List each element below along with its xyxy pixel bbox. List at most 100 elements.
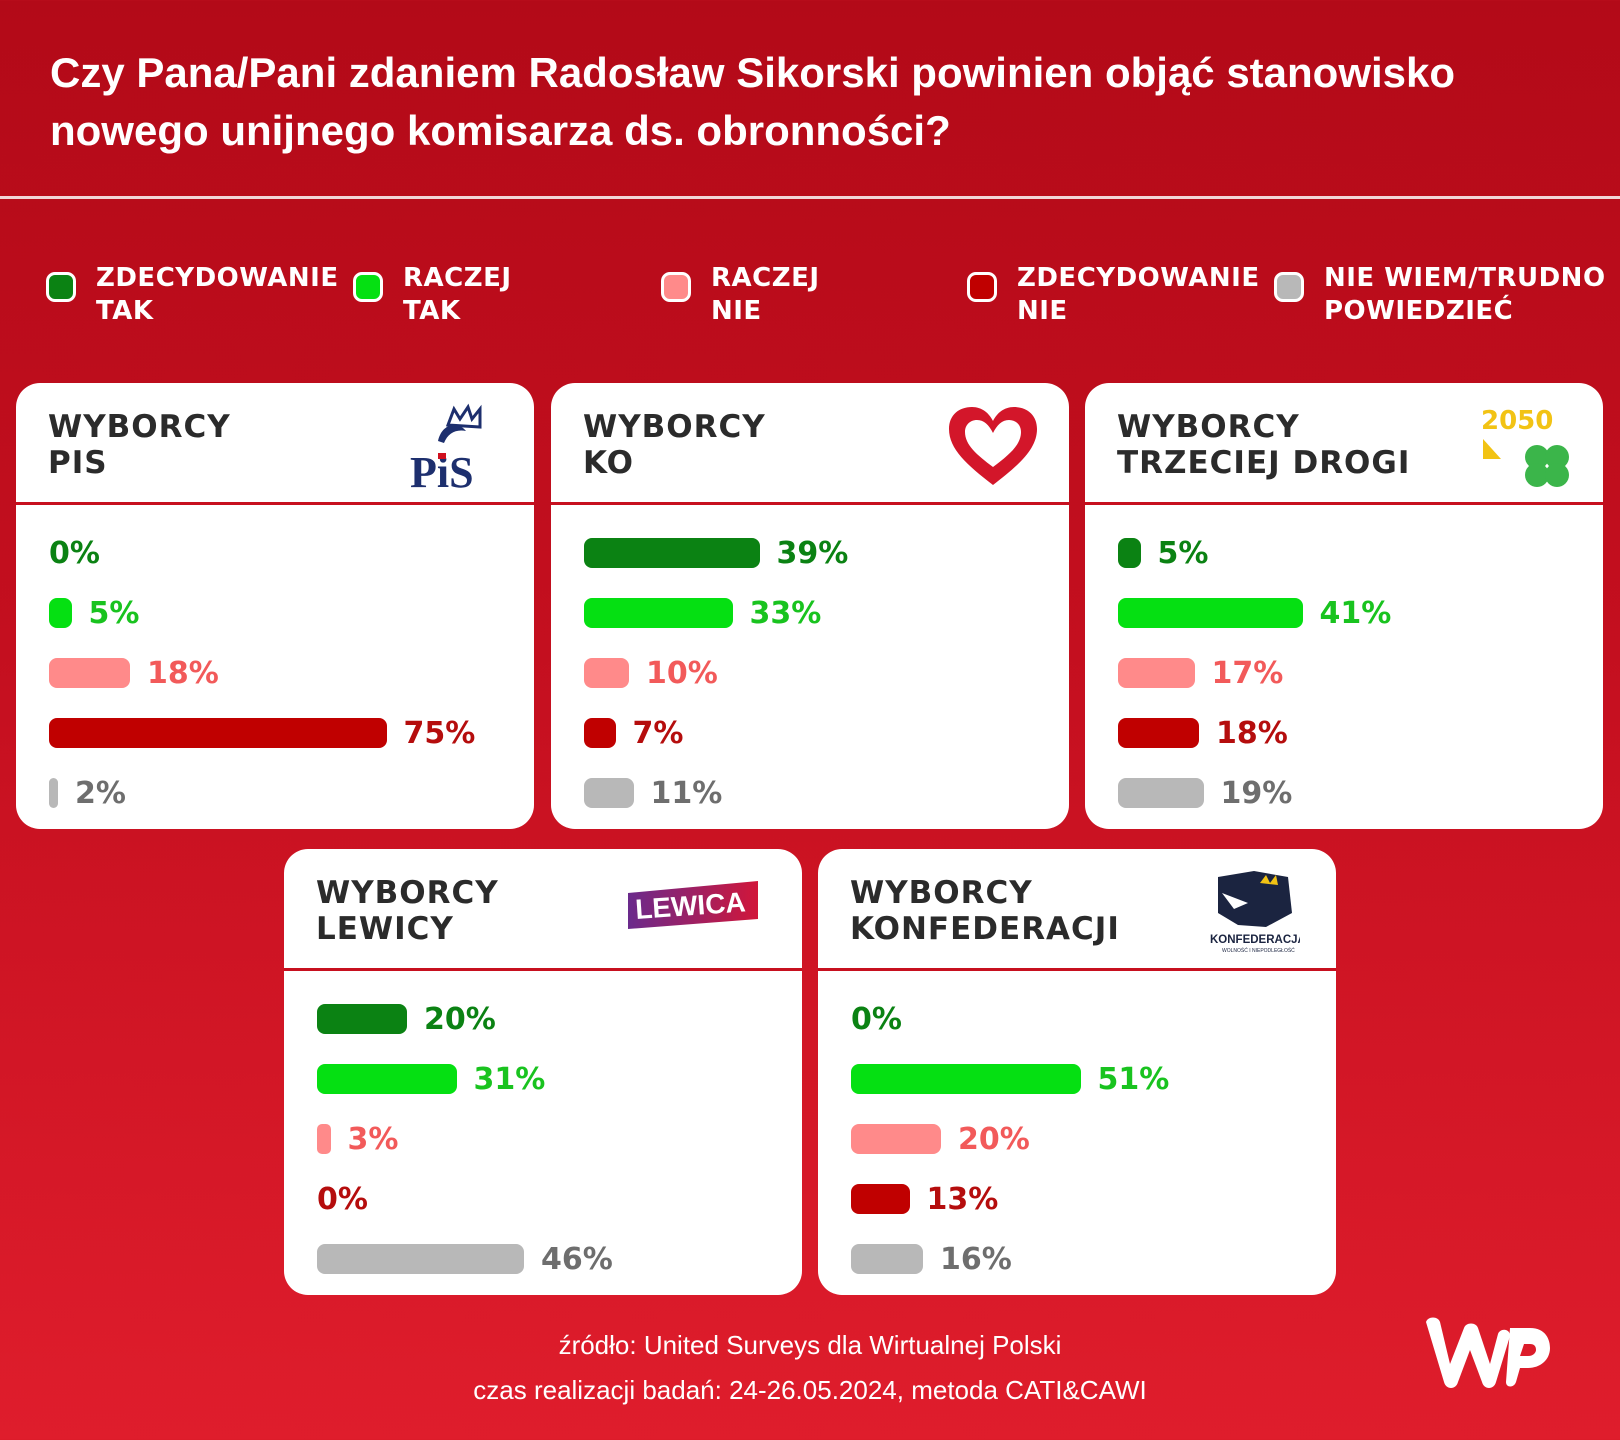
bar-row: 11%: [584, 763, 1044, 823]
bar-rows: 20% 31% 3% 0% 46%: [317, 989, 777, 1289]
bar-row: 51%: [851, 1049, 1311, 1109]
bar: [1118, 778, 1204, 808]
card-wyborcy-trzeciej-drogi: WYBORCY TRZECIEJ DROGI 2050 5% 41% 17% 18% 1…: [1085, 383, 1603, 829]
bar-rows: 39% 33% 10% 7% 11%: [584, 523, 1044, 823]
bar-value-label: 18%: [1216, 715, 1288, 751]
bar-row: 2%: [49, 763, 509, 823]
bar-rows: 5% 41% 17% 18% 19%: [1118, 523, 1578, 823]
bar-value-label: 7%: [632, 715, 684, 751]
bar-row: 0%: [317, 1169, 777, 1229]
card-title-line1: WYBORCY: [850, 875, 1033, 911]
pis-logo: PiS: [408, 401, 504, 498]
bar: [851, 1124, 941, 1154]
card-wyborcy-lewicy: WYBORCY LEWICY LEWICA 20% 31% 3% 0% 46%: [284, 849, 802, 1295]
bar-row: 18%: [49, 643, 509, 703]
bar-row: 5%: [1118, 523, 1578, 583]
bar-row: 20%: [851, 1109, 1311, 1169]
bar-value-label: 46%: [541, 1241, 613, 1277]
legend-swatch: [353, 272, 383, 302]
bar: [49, 778, 58, 808]
legend-label-line2: NIE: [711, 296, 762, 326]
legend-item-raczej-nie: RACZEJ NIE: [661, 262, 951, 328]
bar-value-label: 16%: [940, 1241, 1012, 1277]
bar-value-label: 41%: [1319, 595, 1392, 631]
svg-text:WOLNOŚĆ I NIEPODLEGŁOŚĆ: WOLNOŚĆ I NIEPODLEGŁOŚĆ: [1222, 946, 1295, 954]
bar-value-label: 0%: [851, 1001, 902, 1037]
konfederacja-logo: KONFEDERACJA WOLNOŚĆ I NIEPODLEGŁOŚĆ: [1208, 863, 1306, 960]
bar-row: 0%: [49, 523, 509, 583]
bar-value-label: 0%: [49, 535, 100, 571]
bar-row: 18%: [1118, 703, 1578, 763]
bar-row: 41%: [1118, 583, 1578, 643]
card-wyborcy-pis: WYBORCY PIS PiS 0% 5% 18% 75% 2%: [16, 383, 534, 829]
footer-method: czas realizacji badań: 24-26.05.2024, me…: [473, 1375, 1147, 1405]
svg-text:LEWICA: LEWICA: [634, 886, 746, 925]
svg-text:2050: 2050: [1481, 406, 1553, 436]
legend-label-line1: RACZEJ: [403, 263, 512, 293]
bar-rows: 0% 51% 20% 13% 16%: [851, 989, 1311, 1289]
bar-row: 5%: [49, 583, 509, 643]
legend-item-raczej-tak: RACZEJ TAK: [353, 262, 643, 328]
card-title-line2: KONFEDERACJI: [850, 911, 1120, 947]
bar-row: 10%: [584, 643, 1044, 703]
bar-row: 31%: [317, 1049, 777, 1109]
card-title-line1: WYBORCY: [1117, 409, 1300, 445]
legend-label-line2: TAK: [403, 296, 461, 326]
bar-row: 7%: [584, 703, 1044, 763]
bar-value-label: 39%: [776, 535, 849, 571]
bar-row: 17%: [1118, 643, 1578, 703]
bar-value-label: 31%: [473, 1061, 546, 1097]
header-divider: [0, 196, 1620, 199]
bar: [317, 1064, 457, 1094]
trzecia-droga-logo: 2050: [1479, 399, 1575, 496]
card-title: WYBORCY LEWICY: [316, 875, 499, 947]
bar: [49, 718, 387, 748]
bar-value-label: 75%: [403, 715, 476, 751]
legend-label-line2: POWIEDZIEĆ: [1324, 296, 1514, 326]
bar-row: 16%: [851, 1229, 1311, 1289]
card-header: WYBORCY TRZECIEJ DROGI 2050: [1085, 383, 1603, 505]
card-title: WYBORCY KONFEDERACJI: [850, 875, 1120, 947]
card-title-line1: WYBORCY: [316, 875, 499, 911]
bar: [584, 778, 634, 808]
legend-swatch: [1274, 272, 1304, 302]
bar: [584, 598, 733, 628]
bar: [1118, 718, 1199, 748]
bar: [851, 1184, 910, 1214]
bar-value-label: 0%: [317, 1181, 368, 1217]
legend-label-line2: TAK: [96, 296, 154, 326]
footer-source: źródło: United Surveys dla Wirtualnej Po…: [558, 1330, 1062, 1360]
card-header: WYBORCY KONFEDERACJI KONFEDERACJA WOLNOŚ…: [818, 849, 1336, 971]
legend-swatch: [661, 272, 691, 302]
bar-rows: 0% 5% 18% 75% 2%: [49, 523, 509, 823]
bar-value-label: 2%: [75, 775, 126, 811]
card-title-line1: WYBORCY: [583, 409, 766, 445]
bar-value-label: 5%: [1157, 535, 1209, 571]
bar-row: 13%: [851, 1169, 1311, 1229]
bar: [317, 1004, 407, 1034]
bar: [49, 658, 130, 688]
card-title-line2: LEWICY: [316, 911, 454, 947]
bar: [1118, 538, 1141, 568]
bar: [584, 718, 616, 748]
legend-swatch: [46, 272, 76, 302]
card-title: WYBORCY TRZECIEJ DROGI: [1117, 409, 1410, 481]
wp-logo: [1420, 1310, 1552, 1399]
card-wyborcy-konfederacji: WYBORCY KONFEDERACJI KONFEDERACJA WOLNOŚ…: [818, 849, 1336, 1295]
bar-value-label: 3%: [347, 1121, 399, 1157]
bar-value-label: 5%: [88, 595, 140, 631]
bar-row: 20%: [317, 989, 777, 1049]
bar-value-label: 18%: [147, 655, 219, 691]
bar-row: 19%: [1118, 763, 1578, 823]
bar: [851, 1244, 923, 1274]
bar-value-label: 10%: [646, 655, 718, 691]
bar-row: 0%: [851, 989, 1311, 1049]
card-title-line1: WYBORCY: [48, 409, 231, 445]
lewica-logo: LEWICA: [626, 879, 760, 936]
heart-logo: [947, 405, 1039, 492]
bar-row: 39%: [584, 523, 1044, 583]
card-header: WYBORCY PIS PiS: [16, 383, 534, 505]
bar: [317, 1244, 524, 1274]
legend-label-line1: ZDECYDOWANIE: [1017, 263, 1260, 293]
legend-label-line2: NIE: [1017, 296, 1068, 326]
